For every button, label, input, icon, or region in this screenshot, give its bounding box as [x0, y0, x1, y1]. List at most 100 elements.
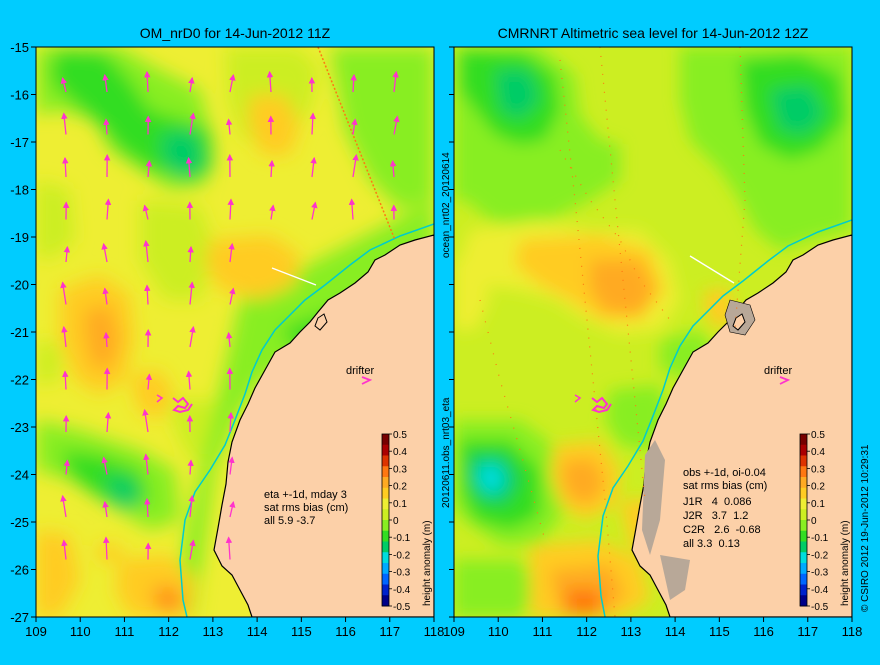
colorbar-tick-label: -0.3	[393, 568, 411, 579]
colorbar-tick-label: 0.2	[393, 482, 407, 493]
colorbar-tick-label: 0.3	[811, 464, 825, 475]
x-tick-label: 117	[797, 624, 818, 639]
colorbar-tick-label: 0	[811, 516, 817, 527]
colorbar-tick-label: -0.2	[811, 550, 829, 561]
colorbar-swatch	[800, 542, 807, 553]
colorbar-tick-label: 0.5	[393, 430, 407, 441]
left-panel-title: OM_nrD0 for 14-Jun-2012 11Z	[140, 25, 331, 41]
colorbar-tick-label: 0.4	[393, 447, 407, 458]
right-stats-line: J1R 4 0.086	[683, 496, 752, 508]
colorbar-swatch	[382, 488, 389, 499]
colorbar-swatch	[382, 585, 389, 596]
y-tick-label: -23	[10, 420, 29, 435]
colorbar-tick-label: -0.1	[811, 533, 829, 544]
ocean-run-label: ocean_nrt02_20120614	[441, 152, 452, 258]
x-tick-label: 113	[621, 624, 642, 639]
colorbar-swatch	[382, 477, 389, 488]
x-tick-label: 118	[424, 624, 445, 639]
colorbar-swatch	[382, 531, 389, 542]
x-tick-label: 109	[443, 624, 465, 639]
colorbar-swatch	[800, 434, 807, 445]
colorbar-swatch	[800, 552, 807, 563]
colorbar-tick-label: 0.4	[811, 447, 825, 458]
y-tick-label: -27	[10, 610, 29, 625]
colorbar-tick-label: -0.3	[811, 568, 829, 579]
y-tick-label: -18	[10, 183, 29, 198]
colorbar-swatch	[800, 456, 807, 467]
x-tick-label: 114	[665, 624, 686, 639]
colorbar-swatch	[382, 509, 389, 520]
right-stats-line: sat rms bias (cm)	[683, 480, 767, 492]
x-tick-label: 110	[488, 624, 509, 639]
right-colorbar-label: height anomaly (m)	[840, 520, 851, 606]
colorbar-swatch	[382, 456, 389, 467]
left-stats-line: all 5.9 -3.7	[264, 515, 315, 527]
right-drifter-label: drifter	[764, 365, 792, 377]
colorbar-tick-label: -0.4	[393, 585, 411, 596]
colorbar-swatch	[382, 499, 389, 510]
colorbar-swatch	[382, 520, 389, 531]
colorbar-tick-label: -0.4	[811, 585, 829, 596]
left-stats-line: sat rms bias (cm)	[264, 502, 348, 514]
colorbar-swatch	[382, 595, 389, 606]
colorbar-swatch	[382, 445, 389, 456]
x-tick-label: 117	[379, 624, 400, 639]
left-colorbar-label: height anomaly (m)	[422, 520, 433, 606]
y-tick-label: -26	[10, 563, 29, 578]
colorbar-swatch	[382, 563, 389, 574]
colorbar-swatch	[800, 563, 807, 574]
colorbar-swatch	[382, 434, 389, 445]
y-tick-label: -17	[10, 135, 29, 150]
x-tick-label: 109	[25, 624, 47, 639]
colorbar-swatch	[800, 520, 807, 531]
y-tick-label: -20	[10, 278, 29, 293]
x-tick-label: 116	[335, 624, 356, 639]
run-id-label: 20120611.obs_nrt03_eta	[441, 397, 452, 508]
x-tick-label: 110	[70, 624, 91, 639]
colorbar-swatch	[800, 574, 807, 585]
y-tick-label: -15	[10, 40, 29, 55]
colorbar-swatch	[382, 542, 389, 553]
x-tick-label: 111	[533, 624, 553, 639]
x-tick-label: 113	[203, 624, 224, 639]
colorbar-swatch	[382, 574, 389, 585]
colorbar-tick-label: -0.5	[811, 602, 829, 613]
colorbar-tick-label: 0.1	[393, 499, 407, 510]
x-tick-label: 114	[247, 624, 268, 639]
colorbar-swatch	[800, 445, 807, 456]
left-drifter-label: drifter	[346, 365, 374, 377]
x-tick-label: 115	[291, 624, 312, 639]
colorbar-swatch	[800, 499, 807, 510]
colorbar-swatch	[382, 466, 389, 477]
x-tick-label: 118	[842, 624, 863, 639]
y-tick-label: -24	[10, 468, 29, 483]
right-panel-title: CMRNRT Altimetric sea level for 14-Jun-2…	[498, 25, 809, 41]
right-stats-line: J2R 3.7 1.2	[683, 510, 748, 522]
colorbar-tick-label: -0.5	[393, 602, 411, 613]
left-stats-line: eta +-1d, mday 3	[264, 489, 347, 501]
left-map	[36, 47, 434, 617]
y-tick-label: -22	[10, 373, 29, 388]
copyright-label: © CSIRO 2012 19-Jun-2012 10:29:31	[860, 444, 871, 612]
colorbar-tick-label: -0.1	[393, 533, 411, 544]
colorbar-tick-label: 0.5	[811, 430, 825, 441]
right-stats-line: all 3.3 0.13	[683, 538, 740, 550]
colorbar-tick-label: 0.3	[393, 464, 407, 475]
x-tick-label: 115	[709, 624, 730, 639]
right-map	[454, 47, 852, 617]
y-tick-label: -19	[10, 230, 29, 245]
colorbar-swatch	[800, 466, 807, 477]
colorbar-swatch	[800, 477, 807, 488]
colorbar-tick-label: -0.2	[393, 550, 411, 561]
colorbar-swatch	[800, 531, 807, 542]
x-tick-label: 116	[753, 624, 774, 639]
colorbar-swatch	[800, 488, 807, 499]
colorbar-tick-label: 0.2	[811, 482, 825, 493]
colorbar-swatch	[800, 595, 807, 606]
colorbar-swatch	[800, 585, 807, 596]
y-tick-label: -16	[10, 88, 29, 103]
x-tick-label: 112	[158, 624, 179, 639]
colorbar-tick-label: 0.1	[811, 499, 825, 510]
